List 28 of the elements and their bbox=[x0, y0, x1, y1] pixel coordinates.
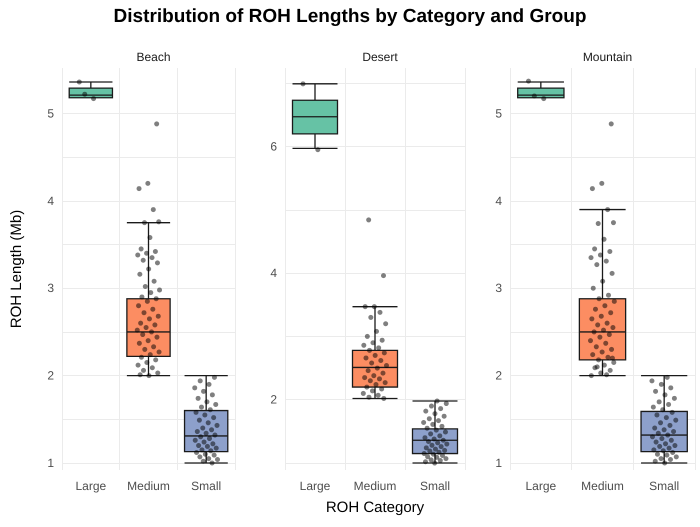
y-tick-label: 2 bbox=[495, 368, 502, 383]
y-tick-label: 2 bbox=[47, 368, 54, 383]
y-tick-label: 5 bbox=[495, 106, 502, 120]
x-axis-title: ROH Category bbox=[326, 499, 425, 516]
x-tick-label: Medium bbox=[127, 479, 170, 493]
chart-subtitle: Mountain bbox=[582, 50, 632, 64]
x-tick-label: Medium bbox=[581, 479, 624, 493]
y-tick-label: 3 bbox=[47, 281, 54, 296]
y-tick-label: 4 bbox=[495, 194, 502, 208]
y-tick-label: 5 bbox=[47, 106, 54, 120]
chart-subtitle: Desert bbox=[362, 50, 398, 64]
y-tick-label: 4 bbox=[270, 266, 278, 280]
text: Distribution of ROH Lengths by Category and Group bbox=[112, 6, 588, 28]
y-tick-label: 4 bbox=[47, 194, 54, 208]
x-tick-label: Small bbox=[420, 479, 450, 493]
y-tick-label: 1 bbox=[47, 456, 54, 470]
y-axis-title: ROH Length (Mb) bbox=[8, 210, 25, 328]
y-tick-label: 3 bbox=[495, 281, 502, 296]
y-tick-label: 1 bbox=[495, 456, 502, 470]
x-tick-label: Medium bbox=[354, 479, 396, 493]
x-tick-label: Small bbox=[649, 479, 680, 493]
y-tick-label: 2 bbox=[270, 392, 278, 407]
x-tick-label: Large bbox=[75, 479, 106, 493]
x-tick-label: Large bbox=[300, 479, 331, 493]
x-tick-label: Large bbox=[525, 479, 556, 493]
y-tick-label: 6 bbox=[270, 140, 278, 154]
x-tick-label: Small bbox=[191, 479, 222, 493]
chart-subtitle: Beach bbox=[136, 50, 171, 64]
